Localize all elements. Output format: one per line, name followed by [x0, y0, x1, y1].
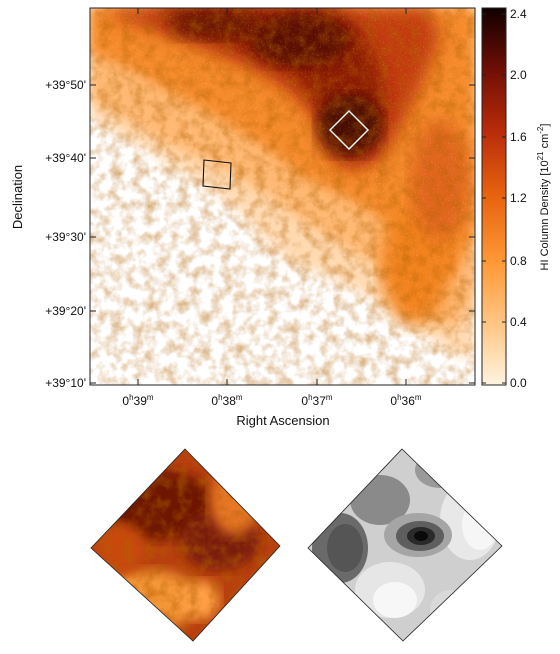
colorbar-tick-2: 2.0 [510, 68, 527, 82]
colorbar-tick-7: 0.0 [510, 376, 527, 390]
colorbar-tick-6: 0.4 [510, 315, 527, 329]
y-tick-label-4: +39°20' [45, 304, 86, 318]
white-diamond-marker [329, 110, 369, 150]
y-tick-label-1: +39°50' [45, 78, 86, 92]
y-tick-label-2: +39°40' [45, 151, 86, 165]
colorbar-title: HI Column Density [1021 cm-2] [536, 124, 551, 271]
colorbar-tick-4: 1.2 [510, 191, 527, 205]
x-tick-label-4: 0h36m [390, 393, 422, 408]
color-inset [90, 448, 281, 642]
x-tick-label-3: 0h37m [301, 393, 333, 408]
x-tick-label-1: 0h39m [122, 393, 154, 408]
grayscale-contour-inset [307, 448, 503, 642]
map-frame [89, 7, 476, 386]
x-tick-labels: 0h39m 0h38m 0h37m 0h36m [122, 393, 422, 408]
y-tick-label-5: +39°10' [45, 376, 86, 390]
x-axis-title: Right Ascension [236, 413, 329, 428]
colorbar-tick-1: 2.4 [510, 7, 527, 21]
colorbar-tick-5: 0.8 [510, 254, 527, 268]
colorbar: 2.4 2.0 1.6 1.2 0.8 0.4 0.0 HI Column De… [481, 7, 551, 390]
x-tick-label-2: 0h38m [211, 393, 243, 408]
black-square-marker [202, 159, 232, 190]
x-axis-ticks [137, 8, 407, 385]
y-axis-ticks [90, 84, 475, 384]
y-tick-label-3: +39°30' [45, 230, 86, 244]
y-tick-labels: +39°50' +39°40' +39°30' +39°20' +39°10' [45, 78, 86, 390]
colorbar-gradient [481, 7, 507, 386]
hi-column-density-map [90, 8, 475, 385]
y-axis-title: Declination [10, 165, 25, 229]
colorbar-tick-3: 1.6 [510, 130, 527, 144]
